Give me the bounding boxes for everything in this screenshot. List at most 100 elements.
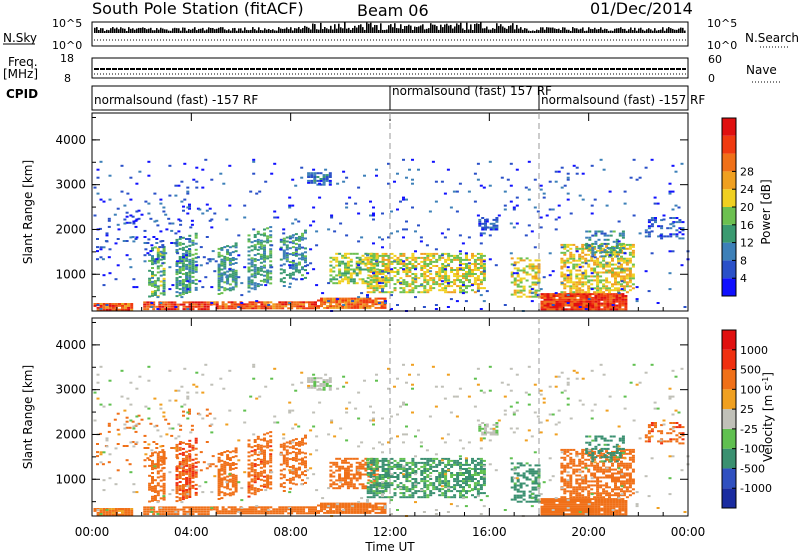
range-cell xyxy=(234,449,238,452)
range-cell xyxy=(622,275,626,278)
range-cell xyxy=(350,303,354,306)
range-cell xyxy=(291,234,295,237)
range-cell xyxy=(279,238,283,241)
range-cell xyxy=(384,472,388,474)
range-cell xyxy=(399,252,403,255)
range-cell xyxy=(114,509,118,512)
range-cell xyxy=(654,221,657,224)
range-cell xyxy=(272,510,276,513)
range-cell xyxy=(372,206,375,209)
range-cell xyxy=(560,251,564,254)
range-cell xyxy=(621,298,625,301)
range-cell xyxy=(387,258,391,261)
range-cell xyxy=(366,472,370,474)
range-cell xyxy=(185,301,189,304)
range-cell xyxy=(414,470,418,472)
range-cell xyxy=(294,268,298,271)
range-cell xyxy=(266,277,270,280)
range-cell xyxy=(220,452,224,454)
range-cell xyxy=(358,463,362,466)
range-cell xyxy=(459,267,462,269)
range-cell xyxy=(566,274,570,277)
range-cell xyxy=(438,472,442,474)
range-cell xyxy=(311,510,314,513)
range-cell xyxy=(396,474,400,476)
range-cell xyxy=(234,244,238,247)
range-cell xyxy=(293,301,297,304)
range-cell xyxy=(181,474,185,476)
range-cell xyxy=(605,265,609,268)
range-cell xyxy=(143,506,147,509)
range-cell xyxy=(228,459,232,461)
range-cell xyxy=(347,303,351,306)
range-cell xyxy=(273,216,277,219)
range-cell xyxy=(372,484,376,487)
range-cell xyxy=(301,274,304,277)
range-cell xyxy=(366,463,370,466)
range-cell xyxy=(625,291,629,294)
range-cell xyxy=(263,437,266,440)
range-cell xyxy=(250,488,254,491)
range-cell xyxy=(338,282,342,285)
range-cell xyxy=(369,256,373,259)
range-cell xyxy=(293,508,297,511)
range-cell xyxy=(228,252,232,255)
range-cell xyxy=(185,265,189,268)
range-cell xyxy=(221,301,225,304)
range-cell xyxy=(291,252,295,254)
range-cell xyxy=(285,244,289,247)
range-cell xyxy=(108,513,112,516)
range-cell xyxy=(453,488,457,491)
range-cell xyxy=(217,267,221,270)
nave-lo: 0 xyxy=(708,72,715,85)
range-cell xyxy=(255,192,259,195)
range-cell xyxy=(558,498,562,501)
range-cell xyxy=(355,274,359,277)
range-cell xyxy=(456,273,460,275)
range-cell xyxy=(369,267,373,269)
range-cell xyxy=(269,461,273,464)
range-cell xyxy=(253,477,257,480)
range-cell xyxy=(191,486,195,489)
range-cell xyxy=(462,263,465,265)
range-cell xyxy=(151,292,154,295)
range-cell xyxy=(579,298,583,301)
range-cell xyxy=(434,308,438,310)
range-cell xyxy=(285,274,289,276)
range-cell xyxy=(441,287,445,290)
range-cell xyxy=(346,256,350,259)
range-cell xyxy=(432,283,436,286)
range-cell xyxy=(183,198,187,201)
range-cell xyxy=(546,501,550,504)
range-cell xyxy=(253,487,257,490)
range-cell xyxy=(476,267,480,269)
range-cell xyxy=(285,457,289,460)
range-cell xyxy=(149,217,153,220)
range-cell xyxy=(144,200,148,203)
range-cell xyxy=(590,272,594,275)
range-cell xyxy=(228,488,232,491)
range-cell xyxy=(465,285,468,288)
range-cell xyxy=(175,500,179,503)
range-cell xyxy=(181,498,185,501)
range-cell xyxy=(223,281,227,284)
range-cell xyxy=(366,269,370,271)
range-cell xyxy=(402,494,406,497)
range-cell xyxy=(509,200,513,203)
range-cell xyxy=(393,463,397,466)
range-cell xyxy=(217,458,221,461)
range-cell xyxy=(311,512,314,515)
range-cell xyxy=(250,474,254,477)
range-cell xyxy=(423,265,427,267)
range-cell xyxy=(375,256,379,259)
range-cell xyxy=(579,293,583,296)
range-cell xyxy=(347,305,351,308)
range-cell xyxy=(298,466,301,469)
range-cell xyxy=(242,508,246,511)
range-cell xyxy=(650,158,654,161)
range-cell xyxy=(443,268,447,271)
range-cell xyxy=(468,476,471,478)
range-cell xyxy=(231,288,235,291)
range-cell xyxy=(275,508,279,511)
range-cell xyxy=(102,304,106,307)
